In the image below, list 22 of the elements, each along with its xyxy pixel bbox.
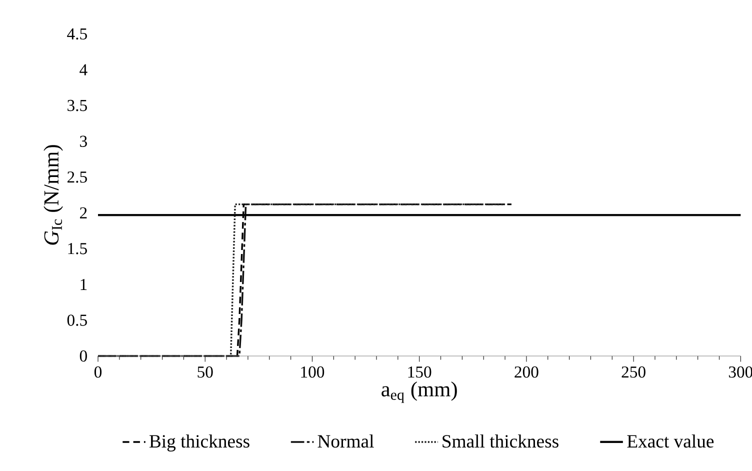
x-tick-label: 50 bbox=[198, 366, 213, 378]
y-tick-label: 4 bbox=[80, 64, 88, 76]
x-tick-label: 150 bbox=[408, 366, 432, 378]
y-tick-label: 3.5 bbox=[68, 100, 87, 112]
legend-label: Exact value bbox=[627, 434, 714, 448]
x-tick-label: 250 bbox=[622, 366, 646, 378]
y-tick-label: 0.5 bbox=[67, 314, 87, 326]
x-tick-label: 200 bbox=[514, 366, 538, 378]
x-tick-label: 0 bbox=[94, 366, 102, 378]
x-tick-label: 100 bbox=[301, 366, 324, 378]
y-tick-label: 1.5 bbox=[68, 243, 87, 254]
y-tick-label: 2.5 bbox=[68, 171, 87, 183]
y-tick-label: 1 bbox=[80, 278, 87, 290]
y-tick-label: 3 bbox=[80, 136, 87, 147]
legend-label: Big thickness bbox=[149, 434, 250, 452]
legend-label: Small thickness bbox=[442, 434, 558, 448]
y-tick-label: 2 bbox=[80, 207, 87, 218]
y-tick-label: 0 bbox=[80, 350, 87, 362]
y-axis-title: G$_{Ic}$ (N/mm) bbox=[44, 145, 63, 245]
legend-label: Normal bbox=[318, 434, 374, 448]
y-tick-label: 4.5 bbox=[67, 28, 87, 40]
x-axis-title: a$_{eq}$ (mm) bbox=[382, 381, 457, 403]
